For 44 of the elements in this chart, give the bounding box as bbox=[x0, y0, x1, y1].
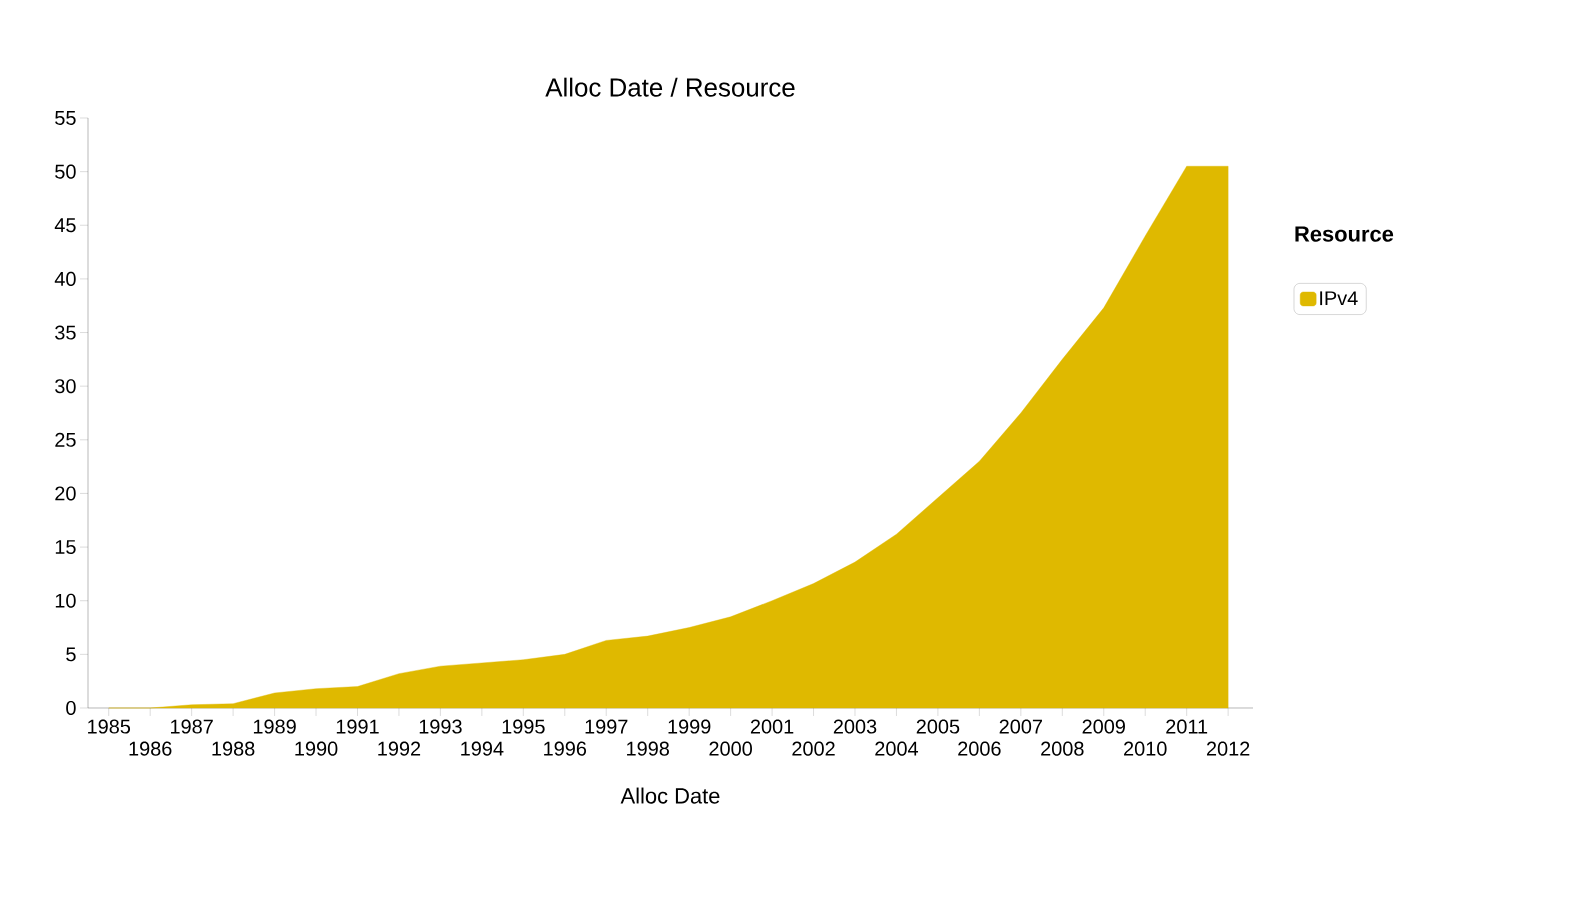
x-tick-label: 2012 bbox=[1206, 741, 1250, 756]
legend-label: IPv4 bbox=[1320, 291, 1358, 306]
y-tick-label: 40 bbox=[54, 271, 76, 286]
x-tick-label: 1988 bbox=[212, 741, 255, 756]
x-tick-label: 1996 bbox=[544, 741, 587, 756]
y-tick-label: 25 bbox=[55, 432, 76, 447]
x-tick-label: 2005 bbox=[916, 719, 960, 734]
y-tick-label: 15 bbox=[55, 540, 76, 555]
y-tick-label: 5 bbox=[66, 647, 76, 662]
x-tick-label: 1990 bbox=[295, 741, 338, 756]
x-tick-label: 1999 bbox=[668, 719, 711, 734]
x-tick-label: 1998 bbox=[627, 741, 669, 756]
x-tick-label: 2002 bbox=[792, 741, 835, 756]
x-tick-label: 1994 bbox=[461, 741, 504, 756]
x-tick-label: 1986 bbox=[129, 741, 172, 756]
x-tick-label: 2003 bbox=[833, 719, 877, 734]
x-tick-label: 2010 bbox=[1124, 741, 1167, 756]
x-axis-title: Alloc Date bbox=[620, 787, 720, 804]
x-tick-label: 2011 bbox=[1166, 719, 1208, 734]
y-tick-label: 30 bbox=[55, 379, 76, 394]
x-tick-label: 1993 bbox=[419, 719, 462, 734]
x-tick-label: 1992 bbox=[378, 741, 421, 756]
x-tick-label: 2007 bbox=[999, 719, 1042, 734]
x-tick-label: 2000 bbox=[709, 741, 752, 756]
y-tick-label: 55 bbox=[55, 111, 76, 125]
x-tick-label: 1987 bbox=[171, 719, 213, 734]
x-tick-label: 2001 bbox=[750, 719, 794, 734]
x-tick-label: 2006 bbox=[958, 741, 1001, 756]
x-tick-label: 1991 bbox=[336, 719, 379, 734]
y-tick-label: 45 bbox=[54, 218, 76, 233]
y-tick-label: 20 bbox=[55, 486, 76, 501]
x-tick-label: 1997 bbox=[585, 719, 628, 734]
legend-title: Resource bbox=[1295, 226, 1394, 242]
x-tick-label: 2008 bbox=[1041, 741, 1084, 756]
x-tick-label: 1995 bbox=[502, 719, 545, 734]
y-tick-label: 35 bbox=[55, 325, 76, 340]
y-tick-label: 50 bbox=[55, 164, 76, 179]
y-tick-label: 0 bbox=[66, 700, 76, 716]
x-tick-label: 1989 bbox=[253, 719, 296, 734]
x-tick-label: 1985 bbox=[88, 719, 131, 734]
y-tick-label: 10 bbox=[55, 593, 76, 608]
chart-title: Alloc Date / Resource bbox=[545, 77, 795, 97]
x-tick-label: 2004 bbox=[875, 741, 919, 756]
x-tick-label: 2009 bbox=[1082, 719, 1125, 734]
